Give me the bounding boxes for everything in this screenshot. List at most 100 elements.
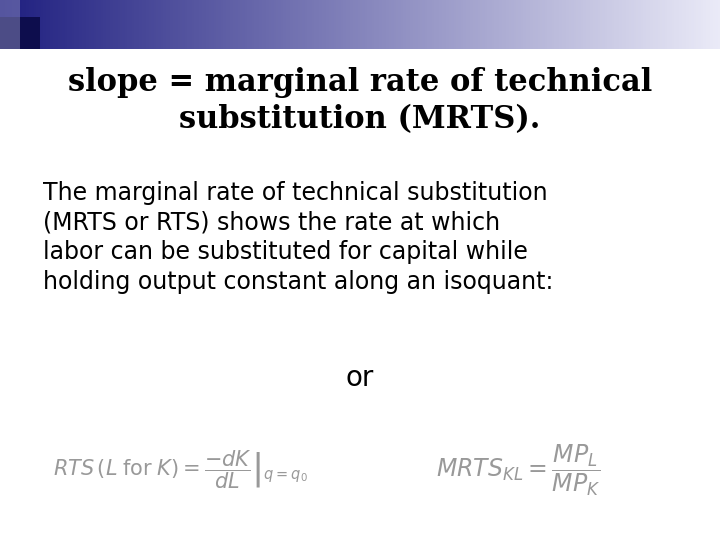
- Bar: [204, 0, 207, 49]
- Bar: [125, 0, 127, 49]
- Bar: [74, 0, 77, 49]
- Bar: [225, 0, 228, 49]
- Bar: [161, 0, 163, 49]
- Bar: [629, 0, 631, 49]
- Bar: [182, 0, 185, 49]
- Bar: [675, 0, 677, 49]
- Bar: [22, 0, 24, 49]
- Bar: [153, 0, 156, 49]
- Bar: [235, 0, 238, 49]
- Text: or: or: [346, 364, 374, 392]
- Bar: [295, 0, 297, 49]
- Bar: [187, 0, 189, 49]
- Bar: [648, 0, 650, 49]
- Bar: [372, 0, 374, 49]
- Bar: [254, 0, 257, 49]
- Bar: [156, 0, 158, 49]
- Bar: [348, 0, 351, 49]
- Bar: [639, 0, 641, 49]
- Bar: [610, 0, 612, 49]
- Bar: [84, 0, 86, 49]
- Bar: [706, 0, 708, 49]
- Bar: [473, 0, 475, 49]
- Bar: [665, 0, 667, 49]
- Bar: [593, 0, 595, 49]
- Bar: [718, 0, 720, 49]
- Bar: [197, 0, 199, 49]
- Bar: [58, 0, 60, 49]
- Bar: [12, 0, 14, 49]
- Bar: [369, 0, 372, 49]
- Bar: [449, 0, 451, 49]
- Bar: [605, 0, 607, 49]
- Bar: [130, 0, 132, 49]
- Bar: [315, 0, 317, 49]
- Bar: [43, 0, 45, 49]
- Bar: [122, 0, 125, 49]
- Bar: [202, 0, 204, 49]
- Bar: [17, 0, 19, 49]
- Bar: [394, 0, 396, 49]
- Bar: [360, 0, 362, 49]
- Bar: [36, 0, 38, 49]
- Bar: [557, 0, 559, 49]
- Bar: [497, 0, 499, 49]
- Bar: [45, 0, 48, 49]
- Bar: [711, 0, 713, 49]
- Bar: [379, 0, 382, 49]
- Bar: [641, 0, 643, 49]
- Bar: [144, 0, 146, 49]
- Bar: [518, 0, 521, 49]
- Bar: [430, 0, 432, 49]
- Bar: [401, 0, 403, 49]
- Bar: [264, 0, 266, 49]
- Bar: [351, 0, 353, 49]
- Bar: [585, 0, 588, 49]
- Bar: [228, 0, 230, 49]
- Bar: [60, 0, 63, 49]
- Bar: [531, 0, 533, 49]
- Bar: [672, 0, 675, 49]
- Bar: [451, 0, 454, 49]
- Bar: [509, 0, 511, 49]
- Bar: [120, 0, 122, 49]
- Bar: [178, 0, 180, 49]
- Bar: [461, 0, 463, 49]
- Bar: [617, 0, 619, 49]
- Bar: [513, 0, 516, 49]
- Bar: [487, 0, 490, 49]
- Bar: [662, 0, 665, 49]
- Bar: [283, 0, 286, 49]
- Bar: [2, 0, 5, 49]
- Bar: [444, 0, 446, 49]
- Bar: [135, 0, 137, 49]
- Bar: [439, 0, 441, 49]
- Bar: [233, 0, 235, 49]
- Bar: [612, 0, 614, 49]
- Bar: [72, 0, 74, 49]
- Bar: [684, 0, 686, 49]
- Bar: [207, 0, 209, 49]
- Bar: [480, 0, 482, 49]
- Bar: [117, 0, 120, 49]
- Bar: [475, 0, 477, 49]
- Bar: [578, 0, 581, 49]
- Bar: [499, 0, 502, 49]
- Bar: [346, 0, 348, 49]
- Bar: [365, 0, 367, 49]
- Bar: [50, 0, 53, 49]
- Bar: [423, 0, 425, 49]
- Bar: [106, 0, 108, 49]
- Bar: [600, 0, 603, 49]
- Bar: [336, 0, 338, 49]
- Bar: [67, 0, 70, 49]
- Bar: [132, 0, 135, 49]
- Bar: [715, 0, 718, 49]
- Bar: [698, 0, 701, 49]
- Bar: [463, 0, 466, 49]
- Bar: [53, 0, 55, 49]
- Bar: [621, 0, 624, 49]
- Bar: [533, 0, 535, 49]
- Bar: [185, 0, 187, 49]
- Bar: [677, 0, 679, 49]
